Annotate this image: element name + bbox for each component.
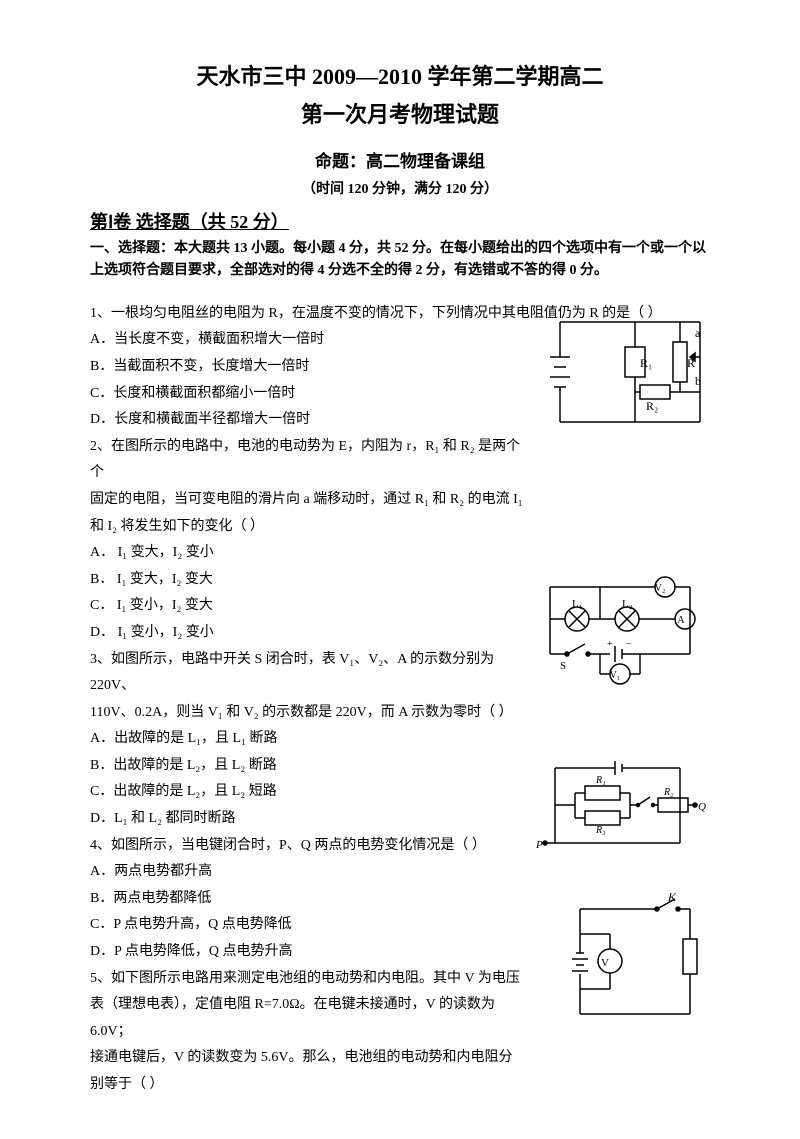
svg-text:+: + <box>607 639 613 650</box>
svg-text:R₁: R₁ <box>595 775 606 786</box>
q4-optA: A．两点电势都升高 <box>90 864 212 879</box>
q5-l5: 别等于（ ） <box>90 1072 520 1099</box>
title-line2: 第一次月考物理试题 <box>90 97 710 129</box>
q5-l4: 接通电键后，V 的读数变为 5.6V。那么，电池组的电动势和内电阻分 <box>90 1045 520 1072</box>
q2-optB: B． I₁ 变大，I₂ 变大 <box>90 572 213 587</box>
q5-l2: 表（理想电表），定值电阻 R=7.0Ω。在电键未接通时，V 的读数为 <box>90 992 520 1019</box>
q4-optD: D．P 点电势降低，Q 点电势升高 <box>90 944 293 959</box>
svg-text:V₁: V₁ <box>610 670 621 681</box>
section-instructions: 一、选择题：本大题共 13 小题。每小题 4 分，共 52 分。在每小题给出的四… <box>90 238 710 283</box>
q5-l1: 5、如下图所示电路用来测定电池组的电动势和内电阻。其中 V 为电压 <box>90 966 520 993</box>
q2-optD: D． I₁ 变小，I₂ 变小 <box>90 625 214 640</box>
q3-optA: A．出故障的是 L₁，且 L₁ 断路 <box>90 731 277 746</box>
questions-block: a b R₁ R₂ R <box>90 301 710 1099</box>
svg-text:P: P <box>535 839 543 851</box>
svg-text:R₁: R₁ <box>640 356 652 370</box>
q1-optA: A．当长度不变，横截面积增大一倍时 <box>90 332 324 347</box>
svg-text:S: S <box>560 660 566 672</box>
svg-text:R₂: R₂ <box>646 399 658 413</box>
circuit-diagram-q3: V₂ L₁ L₂ A S V₁ + − <box>530 569 710 694</box>
svg-text:−: − <box>626 639 632 650</box>
q2-stem-l1: 2、在图所示的电路中，电池的电动势为 E，内阻为 r，R₁ 和 R₂ 是两个 <box>90 434 525 461</box>
circuit-diagram-q5: V K <box>560 889 710 1034</box>
section-title: 第Ⅰ卷 选择题（共 52 分） <box>90 208 710 234</box>
q2-optC: C． I₁ 变小，I₂ 变大 <box>90 598 213 613</box>
q4-optB: B．两点电势都降低 <box>90 891 211 906</box>
svg-text:K: K <box>667 890 677 904</box>
exam-info: （时间 120 分钟，满分 120 分） <box>90 178 710 198</box>
q4-optC: C．P 点电势升高，Q 点电势降低 <box>90 917 292 932</box>
q1-optB: B．当截面积不变，长度增大一倍时 <box>90 359 309 374</box>
q2-stem-l3: 和 I₂ 将发生如下的变化（ ） <box>90 514 525 541</box>
title-line1: 天水市三中 2009—2010 学年第二学期高二 <box>90 60 710 93</box>
svg-text:R: R <box>687 356 695 370</box>
q4-stem: 4、如图所示，当电键闭合时，P、Q 两点的电势变化情况是（ ） <box>90 833 520 860</box>
q3-optD: D．L₁ 和 L₂ 都同时断路 <box>90 811 235 826</box>
circuit-diagram-q2: a b R₁ R₂ R <box>540 307 710 442</box>
q3-stem-l1: 3、如图所示，电路中开关 S 闭合时，表 V₁、V₂、A 的示数分别为 220V… <box>90 647 520 700</box>
q3-optC: C．出故障的是 L₂，且 L₂ 短路 <box>90 784 277 799</box>
q2-stem-l2: 个 <box>90 460 525 487</box>
q2-stem-l2b: 固定的电阻，当可变电阻的滑片向 a 端移动时，通过 R₁ 和 R₂ 的电流 I₁ <box>90 487 525 514</box>
q3-stem-l2: 110V、0.2A，则当 V₁ 和 V₂ 的示数都是 220V，而 A 示数为零… <box>90 700 520 727</box>
svg-text:R₃: R₃ <box>595 825 606 836</box>
author-line: 命题：高二物理备课组 <box>90 147 710 172</box>
q1-optC: C．长度和横截面积都缩小一倍时 <box>90 386 295 401</box>
q1-optD: D．长度和横截面半径都增大一倍时 <box>90 412 310 427</box>
svg-text:Q: Q <box>698 801 706 813</box>
svg-text:a: a <box>695 326 701 340</box>
svg-text:L₂: L₂ <box>622 598 633 610</box>
circuit-diagram-q4: R₁ R₃ R₂ P Q <box>530 753 710 863</box>
page-container: 天水市三中 2009—2010 学年第二学期高二 第一次月考物理试题 命题：高二… <box>0 0 800 1139</box>
q2-optA: A． I₁ 变大，I₂ 变小 <box>90 545 214 560</box>
svg-text:V: V <box>601 957 609 969</box>
svg-text:V₂: V₂ <box>655 583 666 594</box>
q3-optB: B．出故障的是 L₂，且 L₂ 断路 <box>90 758 277 773</box>
svg-text:R₂: R₂ <box>663 787 674 798</box>
svg-text:A: A <box>677 615 685 626</box>
svg-text:L₁: L₁ <box>572 598 583 610</box>
svg-text:b: b <box>695 374 701 388</box>
q5-l3: 6.0V； <box>90 1019 520 1046</box>
